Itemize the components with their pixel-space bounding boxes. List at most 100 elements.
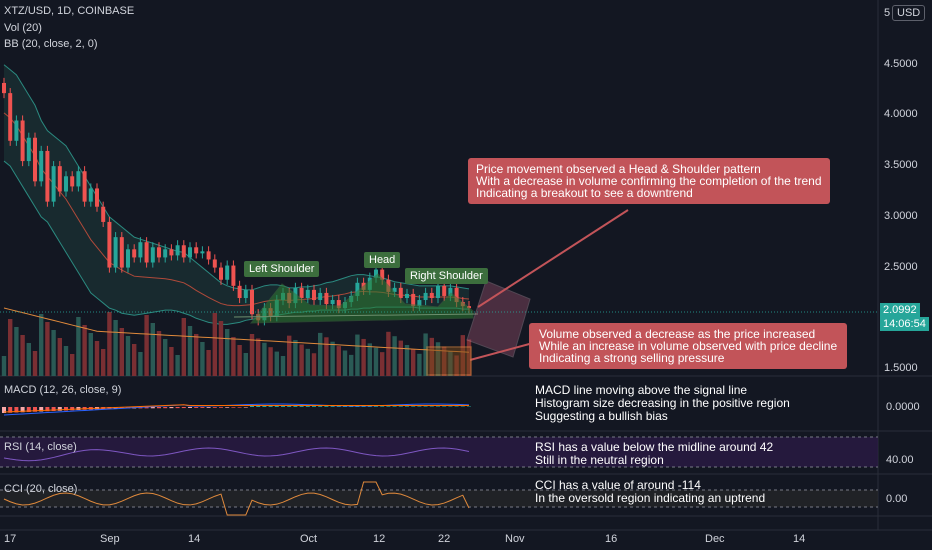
callout-line: Volume observed a decrease as the price … xyxy=(539,327,816,341)
candle-body xyxy=(70,176,75,187)
volume-bar xyxy=(342,350,348,376)
macd-histogram-bar xyxy=(181,407,186,409)
macd-histogram-bar xyxy=(169,407,174,409)
macd-histogram-bar xyxy=(144,407,149,409)
volume-bar xyxy=(200,342,205,376)
volume-bar xyxy=(8,319,13,376)
macd-histogram-bar xyxy=(64,407,68,411)
time-tick: Sep xyxy=(100,533,120,545)
candle-body xyxy=(417,300,422,307)
note-line: In the oversold region indicating an upt… xyxy=(535,491,766,505)
callout-line: While an increase in volume observed wit… xyxy=(539,339,838,353)
currency-button[interactable]: USD xyxy=(892,5,926,21)
volume-bar xyxy=(218,321,224,376)
candle-body xyxy=(144,242,149,263)
macd-histogram-bar xyxy=(448,406,453,407)
volume-bar xyxy=(318,332,323,376)
callout-pointer xyxy=(469,342,534,361)
macd-histogram-bar xyxy=(324,406,329,407)
bb-upper-line xyxy=(3,64,470,291)
candle-body xyxy=(330,300,335,305)
macd-histogram-bar xyxy=(361,406,366,407)
macd-histogram-bar xyxy=(20,407,25,413)
macd-histogram-bar xyxy=(318,406,323,407)
volume-bar xyxy=(336,346,341,376)
neckline xyxy=(233,313,479,318)
candle-body xyxy=(405,293,409,298)
projection-box xyxy=(466,280,531,358)
candle-body xyxy=(57,166,62,192)
volume-bar xyxy=(305,348,310,376)
macd-histogram-bar xyxy=(26,407,31,412)
volume-bar xyxy=(243,353,248,376)
candle-body xyxy=(392,287,397,292)
volume-bar xyxy=(88,333,93,376)
candle-body xyxy=(188,247,192,258)
macd-notes: MACD line moving above the signal line H… xyxy=(535,384,790,423)
macd-histogram-bar xyxy=(243,407,248,408)
volume-bar xyxy=(299,344,304,376)
volume-bar xyxy=(268,347,273,376)
volume-ma-line xyxy=(3,307,470,353)
time-tick: 12 xyxy=(373,533,386,545)
rsi-band xyxy=(0,437,878,467)
candle-body xyxy=(411,293,416,307)
volume-bar xyxy=(386,331,391,376)
candle-body xyxy=(132,249,137,258)
candle-body xyxy=(454,287,459,303)
macd-histogram-bar xyxy=(39,407,44,412)
macd-histogram-bar xyxy=(70,407,75,411)
note-line: RSI has a value below the midline around… xyxy=(535,440,774,454)
volume-bar xyxy=(194,334,199,376)
candle-body xyxy=(113,237,118,268)
volume-bar xyxy=(132,344,137,376)
callout-line: Price movement observed a Head & Shoulde… xyxy=(476,162,761,176)
signal-line xyxy=(3,404,469,413)
volume-bar xyxy=(138,352,143,376)
macd-histogram-bar xyxy=(436,406,440,407)
candle-body xyxy=(175,245,180,256)
macd-histogram-bar xyxy=(237,407,242,408)
candle-body xyxy=(194,247,199,254)
volume-bar xyxy=(187,326,193,376)
volume-bar xyxy=(169,347,174,376)
candle-body xyxy=(95,188,99,207)
macd-histogram-bar xyxy=(206,407,211,408)
candle-body xyxy=(312,289,316,301)
candle-body xyxy=(119,237,124,268)
cci-line xyxy=(3,481,470,516)
volume-bar xyxy=(311,353,317,376)
macd-histogram-bar xyxy=(398,406,403,407)
candle-body xyxy=(299,287,304,298)
macd-histogram-bar xyxy=(200,407,205,408)
volume-bar xyxy=(70,354,75,376)
volume-bar xyxy=(32,351,38,376)
volume-bar xyxy=(280,356,286,376)
macd-histogram-bar xyxy=(411,406,416,407)
volume-bar xyxy=(262,342,267,376)
volume-bar xyxy=(361,338,366,376)
price-tick: 2.5000 xyxy=(884,260,918,273)
right-shoulder-label: Right Shoulder xyxy=(405,268,488,284)
price-tick: 4.0000 xyxy=(884,108,918,121)
time-tick: Dec xyxy=(705,533,725,545)
countdown-tag: 14:06:54 xyxy=(880,317,929,331)
candle-body xyxy=(442,285,447,296)
candle-body xyxy=(76,171,81,187)
macd-title: MACD (12, 26, close, 9) xyxy=(4,384,122,396)
candle-body xyxy=(20,120,25,162)
time-tick: 14 xyxy=(188,533,201,545)
candle-body xyxy=(380,269,385,280)
candle-body xyxy=(45,150,50,202)
macd-histogram-bar xyxy=(33,407,37,412)
macd-histogram-bar xyxy=(150,407,155,409)
macd-histogram-bar xyxy=(287,406,292,407)
candle-body xyxy=(138,242,143,258)
volume-bar xyxy=(225,329,230,376)
candle-body xyxy=(181,245,186,258)
macd-histogram-bar xyxy=(380,406,385,407)
callout-line: Indicating a strong selling pressure xyxy=(539,351,725,365)
note-line: Still in the neutral region xyxy=(535,453,664,467)
candle-body xyxy=(429,292,434,298)
